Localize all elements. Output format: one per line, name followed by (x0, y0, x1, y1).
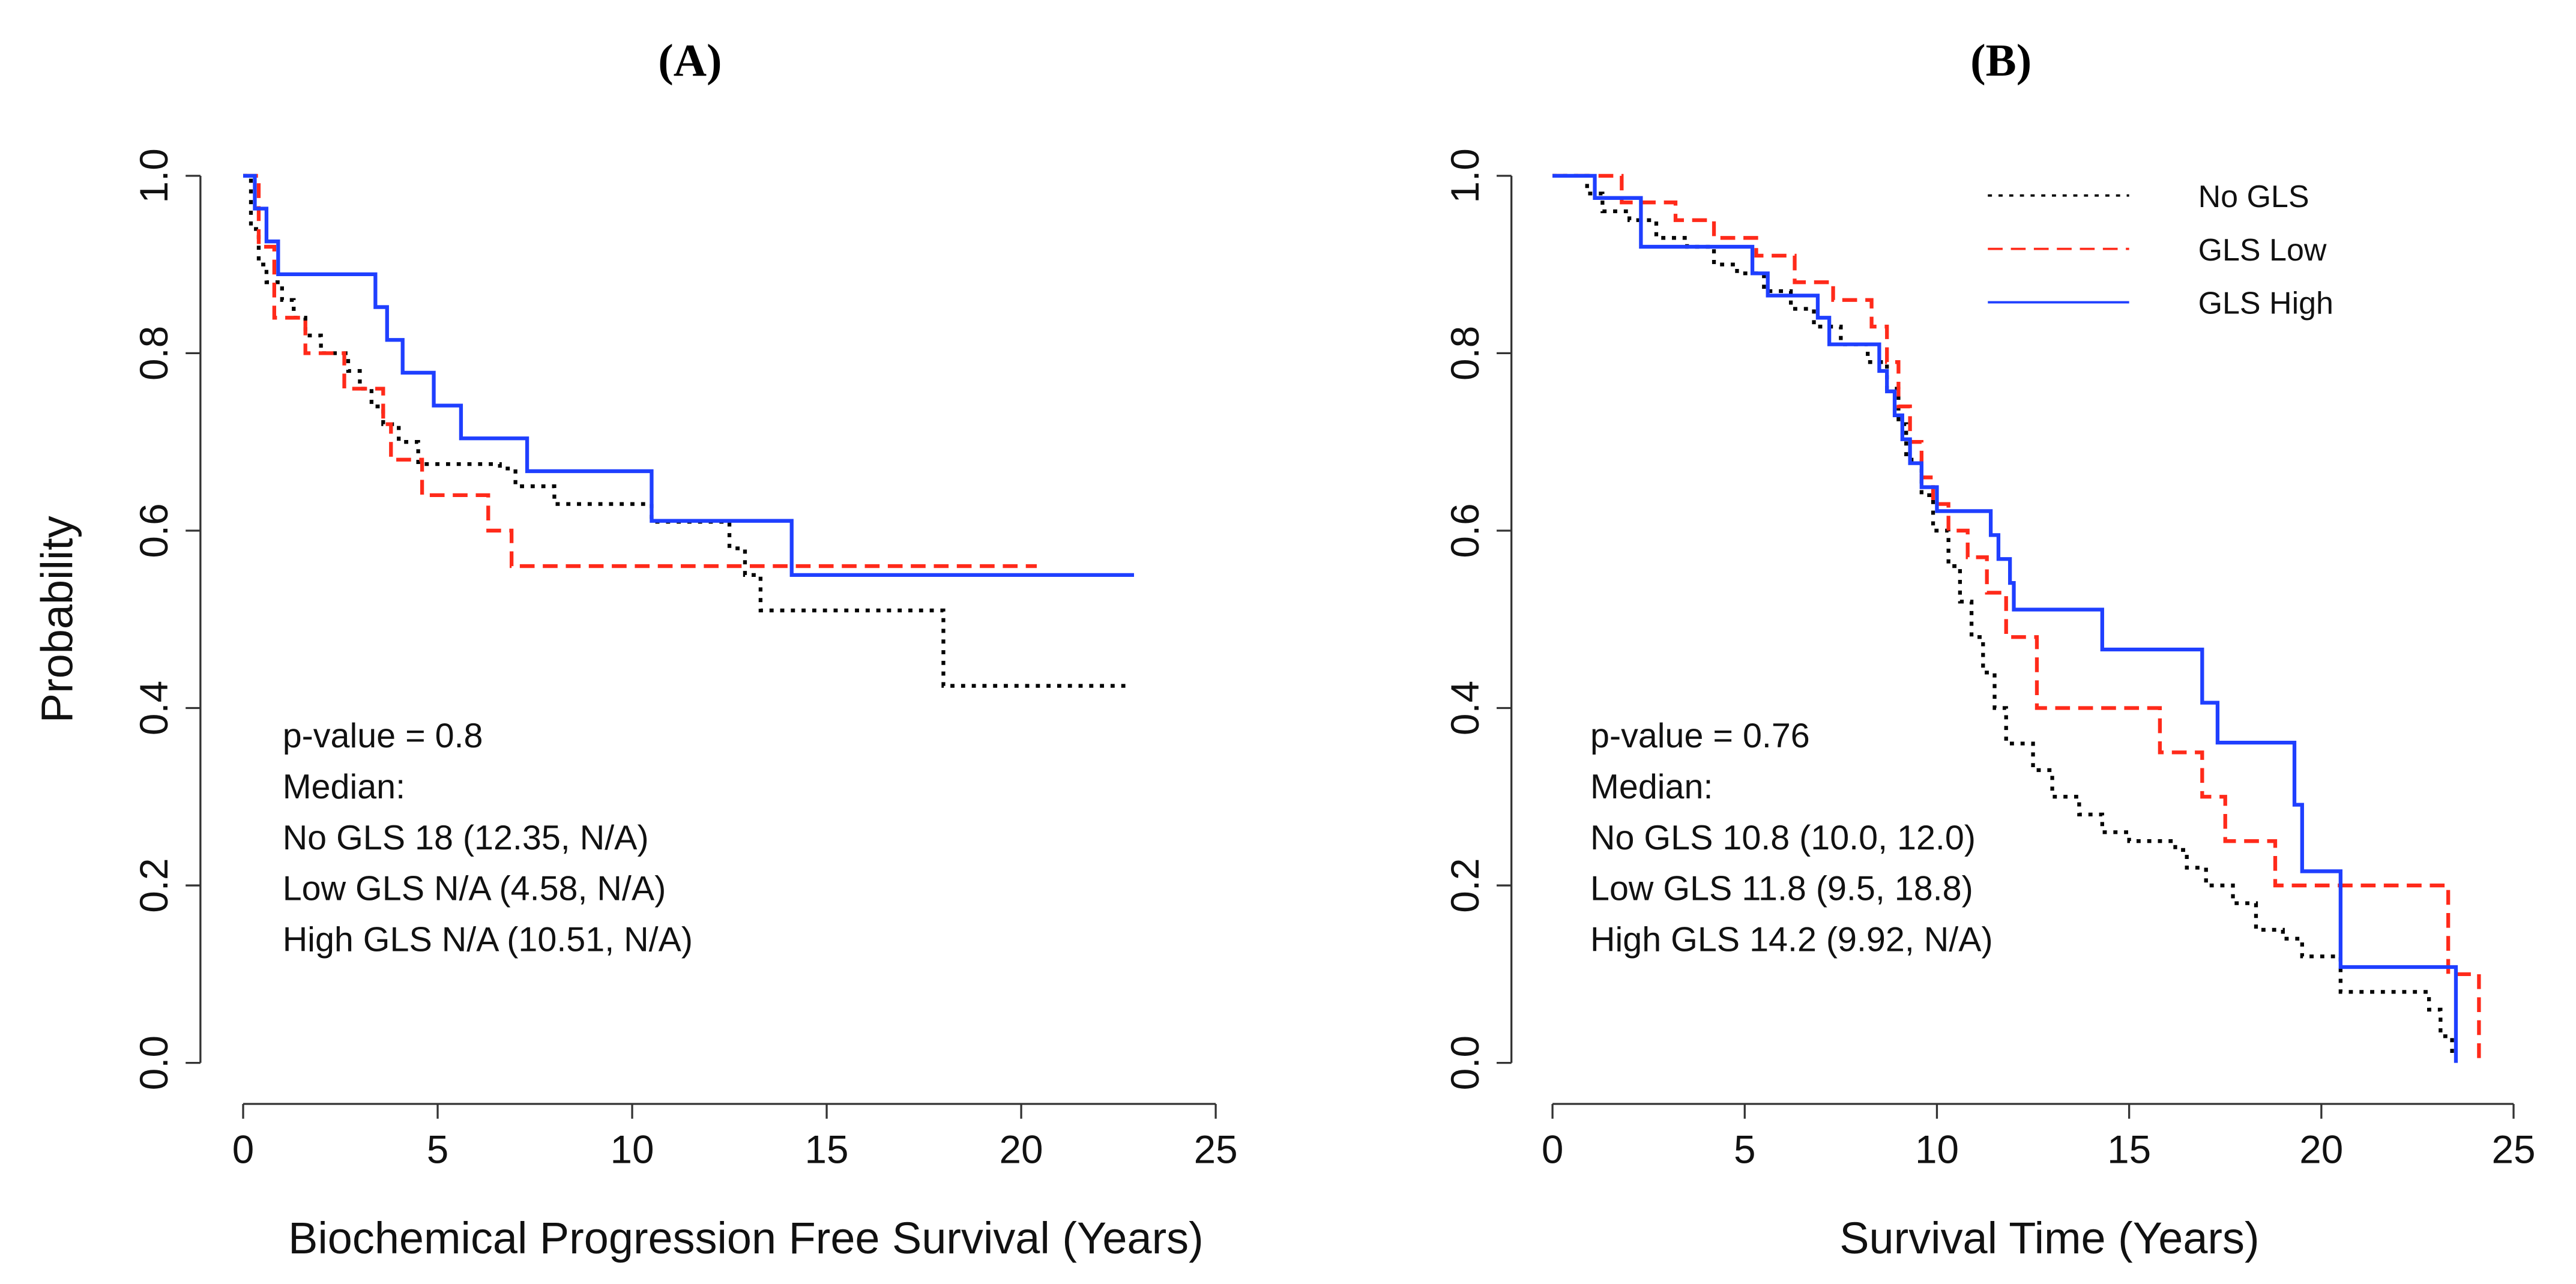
x-tick-label: 25 (1194, 1128, 1238, 1172)
y-tick-label: 0.4 (132, 681, 176, 735)
x-axis-label: Biochemical Progression Free Survival (Y… (288, 1213, 1204, 1263)
y-tick-label: 0.0 (1443, 1035, 1487, 1090)
x-tick-label: 10 (1915, 1128, 1959, 1172)
x-tick-label: 15 (805, 1128, 849, 1172)
survival-curve (1552, 173, 2481, 1063)
x-tick-label: 0 (1542, 1128, 1564, 1172)
y-tick-label: 1.0 (1443, 148, 1487, 203)
panel: (B) 0 5 10 15 20 25 0.0 0.2 0.4 0.6 0.8 1.0 Survival … (1443, 35, 2536, 1263)
legend: No GLS GLS Low GLS High (1988, 179, 2333, 321)
y-tick-label: 0.4 (1443, 681, 1487, 735)
annotation: Low GLS 11.8 (9.5, 18.8) (1590, 870, 1973, 908)
survival-curve (243, 173, 1037, 568)
x-tick-label: 20 (1000, 1128, 1043, 1172)
panel: (A) 0 5 10 15 20 25 0.0 0.2 0.4 0.6 0.8 1.0 Biochemic… (32, 35, 1237, 1263)
x-tick-label: 10 (611, 1128, 654, 1172)
annotation: High GLS N/A (10.51, N/A) (283, 921, 693, 959)
annotation: Low GLS N/A (4.58, N/A) (283, 870, 666, 908)
x-tick-label: 5 (1734, 1128, 1756, 1172)
y-tick-label: 0.6 (132, 503, 176, 558)
annotation: High GLS 14.2 (9.92, N/A) (1590, 921, 1993, 959)
y-tick-label: 0.2 (1443, 858, 1487, 912)
survival-curve (243, 173, 1135, 577)
legend-label: No GLS (2198, 179, 2309, 214)
x-axis-label: Survival Time (Years) (1839, 1213, 2259, 1263)
annotation: p-value = 0.8 (283, 717, 483, 755)
y-axis-label: Probability (32, 516, 82, 723)
annotation: Median: (1590, 768, 1713, 806)
legend-label: GLS High (2198, 286, 2333, 321)
y-tick-label: 0.8 (132, 326, 176, 381)
x-tick-label: 15 (2107, 1128, 2151, 1172)
survival-curve (1552, 173, 2456, 1056)
x-tick-label: 20 (2299, 1128, 2343, 1172)
x-tick-label: 0 (232, 1128, 255, 1172)
y-tick-label: 0.8 (1443, 326, 1487, 381)
y-tick-label: 0.0 (132, 1035, 176, 1090)
survival-curve (243, 173, 1127, 688)
legend-label: GLS Low (2198, 233, 2327, 268)
panel-title: (A) (658, 35, 722, 86)
panel-title: (B) (1970, 35, 2032, 86)
y-tick-label: 0.2 (132, 858, 176, 912)
annotation: No GLS 18 (12.35, N/A) (283, 819, 649, 857)
survival-curve (1552, 173, 2458, 1063)
annotation: p-value = 0.76 (1590, 717, 1810, 755)
annotation: Median: (283, 768, 405, 806)
y-tick-label: 0.6 (1443, 503, 1487, 558)
y-tick-label: 1.0 (132, 148, 176, 203)
x-tick-label: 25 (2491, 1128, 2535, 1172)
annotation: No GLS 10.8 (10.0, 12.0) (1590, 819, 1976, 857)
x-tick-label: 5 (427, 1128, 449, 1172)
